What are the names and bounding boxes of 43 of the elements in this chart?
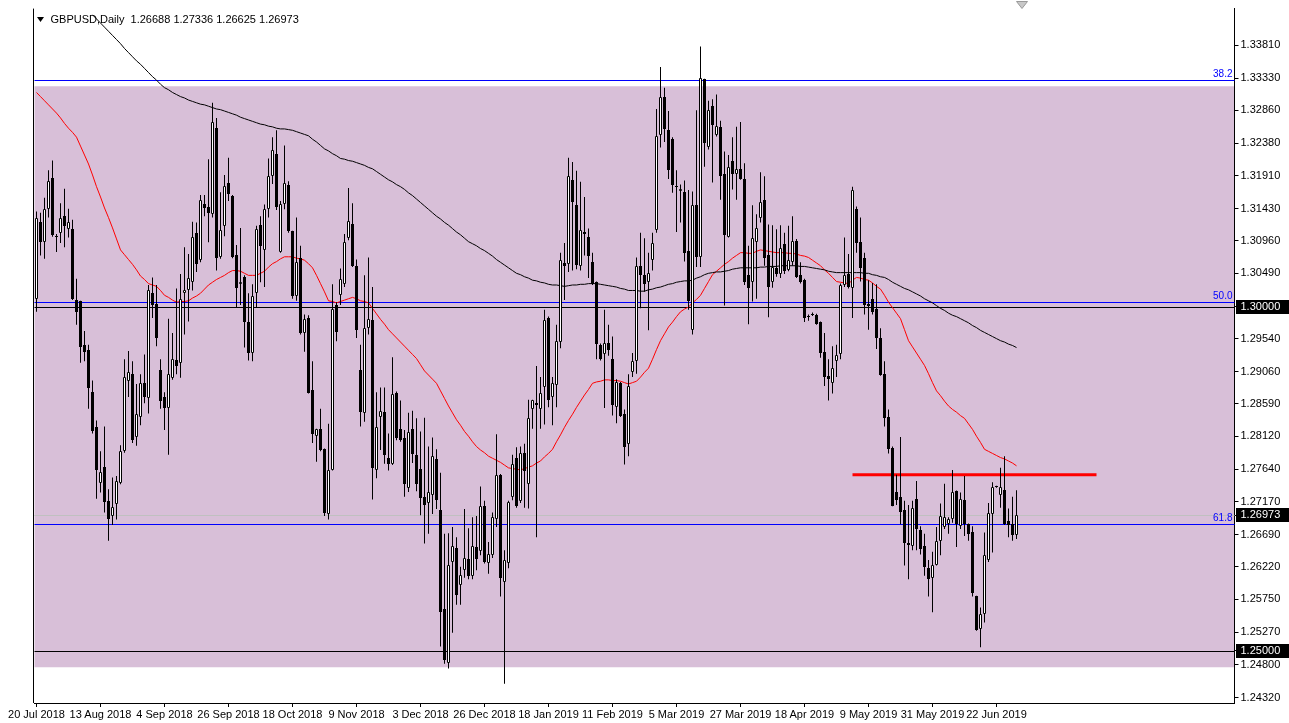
y-tick-label: 1.32860 xyxy=(1240,103,1281,116)
y-tick-label: 1.24800 xyxy=(1240,657,1281,670)
x-tick-label: 20 Jul 2018 xyxy=(8,707,65,720)
x-tick-label: 27 Mar 2019 xyxy=(709,707,772,720)
annotation: 61.8 xyxy=(1213,511,1233,523)
y-tick-label: 1.28120 xyxy=(1240,429,1281,442)
x-tick-label: 4 Sep 2018 xyxy=(136,707,193,720)
y-tick-label: 1.30000 xyxy=(1240,300,1281,313)
y-tick-label: 1.26973 xyxy=(1240,508,1281,521)
x-tick-label: 13 Aug 2018 xyxy=(69,707,132,720)
x-tick-label: 11 Feb 2019 xyxy=(582,707,643,720)
y-tick-label: 1.29540 xyxy=(1240,331,1281,344)
annotation: 50.0 xyxy=(1213,289,1233,301)
x-tick-label: 26 Dec 2018 xyxy=(453,707,516,720)
x-tick-label: 18 Jan 2019 xyxy=(518,707,579,720)
y-tick-label: 1.24320 xyxy=(1240,690,1281,703)
y-tick-label: 1.32380 xyxy=(1240,136,1281,149)
y-tick-label: 1.27640 xyxy=(1240,462,1281,475)
y-tick-label: 1.30490 xyxy=(1240,266,1281,279)
x-tick-label: 9 May 2019 xyxy=(839,707,898,720)
annotation: 38.2 xyxy=(1213,67,1233,79)
y-tick-label: 1.27170 xyxy=(1240,494,1281,507)
y-tick-label: 1.26690 xyxy=(1240,527,1281,540)
y-tick-label: 1.25750 xyxy=(1240,592,1281,605)
y-tick-label: 1.33810 xyxy=(1240,38,1281,51)
y-tick-label: 1.25000 xyxy=(1240,643,1281,656)
x-tick-label: 3 Dec 2018 xyxy=(392,707,449,720)
x-tick-label: 5 Mar 2019 xyxy=(648,707,705,720)
x-tick-label: 9 Nov 2018 xyxy=(328,707,385,720)
y-tick-label: 1.26220 xyxy=(1240,559,1281,572)
y-tick-label: 1.29060 xyxy=(1240,364,1281,377)
y-tick-label: 1.31430 xyxy=(1240,201,1281,214)
y-tick-label: 1.25270 xyxy=(1240,625,1281,638)
y-tick-label: 1.31910 xyxy=(1240,168,1281,181)
y-tick-label: 1.33330 xyxy=(1240,71,1281,84)
text: GBPUSD,Daily 1.26688 1.27336 1.26625 1.26973 xyxy=(50,12,299,25)
x-tick-label: 18 Apr 2019 xyxy=(774,707,835,720)
x-tick-label: 26 Sep 2018 xyxy=(197,707,260,720)
x-tick-label: 31 May 2019 xyxy=(900,707,965,720)
x-tick-label: 18 Oct 2018 xyxy=(262,707,323,720)
y-tick-label: 1.28590 xyxy=(1240,396,1281,409)
x-tick-label: 22 Jun 2019 xyxy=(966,707,1027,720)
y-tick-label: 1.30960 xyxy=(1240,234,1281,247)
